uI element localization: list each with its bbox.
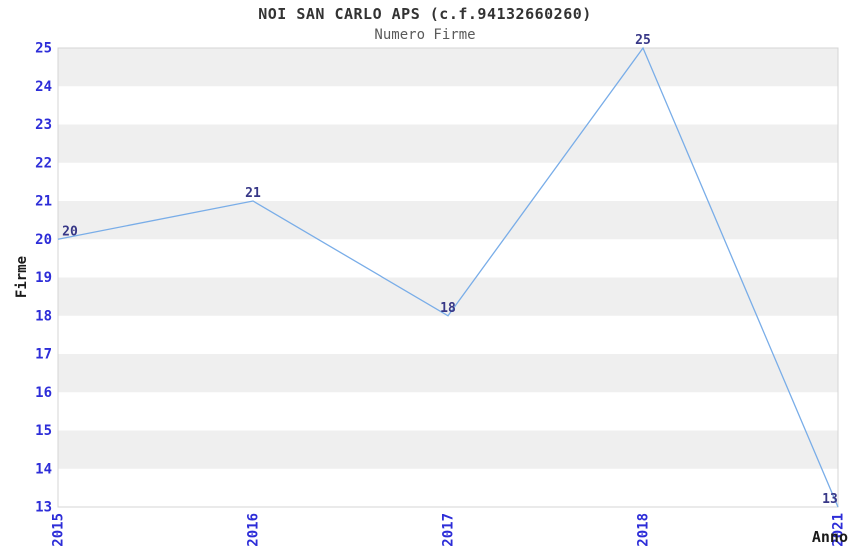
y-tick-label: 18 xyxy=(35,308,52,324)
chart-subtitle: Numero Firme xyxy=(374,27,476,43)
plot-band xyxy=(58,201,838,240)
point-label: 20 xyxy=(62,224,78,239)
y-tick-label: 15 xyxy=(35,423,52,439)
x-axis-label: Anno xyxy=(811,528,848,546)
plot-band xyxy=(58,48,838,87)
y-tick-label: 17 xyxy=(35,347,52,363)
plot-band xyxy=(58,124,838,163)
plot-border xyxy=(57,47,839,508)
point-label: 21 xyxy=(245,186,261,201)
x-tick-label: 2016 xyxy=(246,513,262,547)
point-label: 18 xyxy=(440,301,456,316)
y-tick-label: 23 xyxy=(35,117,52,133)
y-tick-label: 19 xyxy=(35,270,52,286)
y-tick-label: 13 xyxy=(35,500,52,516)
plot-band xyxy=(58,277,838,316)
y-axis-label: Firme xyxy=(14,255,30,299)
plot-band xyxy=(58,354,838,393)
y-tick-label: 14 xyxy=(35,461,52,477)
point-label: 25 xyxy=(635,33,651,48)
x-tick-label: 2018 xyxy=(636,513,652,547)
point-label: 13 xyxy=(822,492,838,507)
y-tick-label: 16 xyxy=(35,385,52,401)
y-tick-label: 20 xyxy=(35,232,52,248)
chart-title: NOI SAN CARLO APS (c.f.94132660260) xyxy=(258,5,592,23)
x-tick-label: 2021 xyxy=(831,513,847,547)
x-tick-label: 2015 xyxy=(51,513,67,547)
y-tick-label: 22 xyxy=(35,155,52,171)
y-tick-label: 21 xyxy=(35,194,52,210)
plot-band xyxy=(58,430,838,469)
y-tick-label: 25 xyxy=(35,41,52,57)
x-tick-label: 2017 xyxy=(441,513,457,547)
data-line xyxy=(57,46,839,508)
y-tick-label: 24 xyxy=(35,79,52,95)
